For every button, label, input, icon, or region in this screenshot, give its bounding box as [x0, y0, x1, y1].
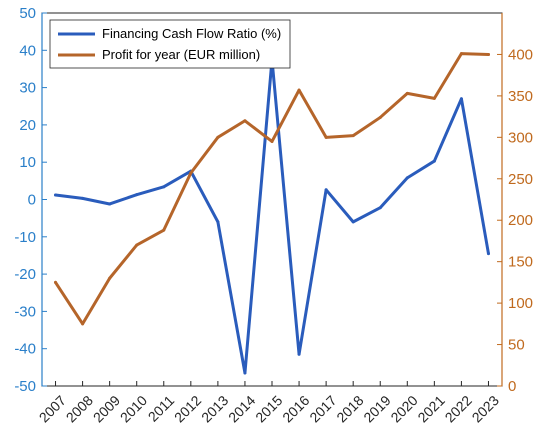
series-2-point — [486, 52, 490, 56]
series-line-2 — [54, 52, 490, 326]
y-right-tick-label: 0 — [508, 378, 516, 395]
y-left-tick-label: 40 — [19, 42, 36, 59]
y-right-tick-label: 100 — [508, 295, 533, 312]
y-left-tick-label: 20 — [19, 117, 36, 134]
y-left-tick-label: 30 — [19, 80, 36, 97]
series-1-point — [135, 193, 139, 197]
x-tick-label: 2021 — [414, 392, 447, 425]
y-right-tick-label: 350 — [508, 88, 533, 105]
y-right-tick-label: 400 — [508, 46, 533, 63]
y-left-tick-label: -40 — [14, 341, 36, 358]
series-1-point — [351, 220, 355, 224]
legend-entry-label: Profit for year (EUR million) — [102, 47, 260, 62]
series-2-point — [432, 96, 436, 100]
x-tick-label: 2020 — [387, 392, 420, 425]
series-2-point — [189, 171, 193, 175]
x-tick-label: 2019 — [360, 392, 393, 425]
y-left-tick-label: -30 — [14, 303, 36, 320]
y-left-tick-label: -50 — [14, 378, 36, 395]
series-1-point — [162, 185, 166, 189]
series-1-point — [324, 188, 328, 192]
series-2-point — [108, 276, 112, 280]
series-2-point — [378, 115, 382, 119]
series-1-point — [378, 206, 382, 210]
series-1-point — [81, 196, 85, 200]
x-tick-label: 2017 — [306, 392, 339, 425]
x-tick-label: 2018 — [333, 392, 366, 425]
y-right-tick-label: 300 — [508, 129, 533, 146]
x-tick-label: 2014 — [225, 392, 258, 425]
y-right-tick-label: 50 — [508, 337, 525, 354]
series-2-point — [135, 243, 139, 247]
x-tick-label: 2010 — [117, 392, 150, 425]
series-2-point — [243, 119, 247, 123]
series-line-1 — [54, 58, 490, 375]
x-tick-label: 2016 — [279, 392, 312, 425]
series-2-point — [270, 139, 274, 143]
y-left-tick-label: 50 — [19, 5, 36, 22]
series-1-point — [54, 193, 58, 197]
series-layer — [54, 52, 490, 375]
series-2-point — [405, 91, 409, 95]
series-2-point — [54, 280, 58, 284]
x-tick-label: 2023 — [469, 392, 502, 425]
series-1-point — [432, 159, 436, 163]
series-2-point — [216, 135, 220, 139]
y-right-tick-label: 200 — [508, 212, 533, 229]
y-left-tick-label: -10 — [14, 229, 36, 246]
y-left-tick-label: 0 — [28, 192, 36, 209]
series-2-point — [351, 134, 355, 138]
y-right-tick-label: 150 — [508, 254, 533, 271]
series-2-point — [162, 228, 166, 232]
series-2-point — [459, 52, 463, 56]
x-tick-label: 2013 — [198, 392, 231, 425]
x-tick-label: 2008 — [63, 392, 96, 425]
series-2-point — [81, 322, 85, 326]
legend: Financing Cash Flow Ratio (%) Profit for … — [49, 19, 291, 69]
x-tick-label: 2012 — [171, 392, 204, 425]
x-tick-label: 2009 — [90, 392, 123, 425]
x-tick-label: 2011 — [145, 392, 178, 425]
series-1-point — [216, 220, 220, 224]
x-tick-label: 2022 — [442, 392, 475, 425]
series-1-point — [108, 202, 112, 206]
series-1-point — [405, 176, 409, 180]
series-1-point — [297, 352, 301, 356]
y-left-tick-label: -20 — [14, 266, 36, 283]
series-1-point — [243, 371, 247, 375]
x-tick-label: 2015 — [252, 392, 285, 425]
series-2-point — [297, 88, 301, 92]
legend-box — [49, 19, 291, 69]
y-right-tick-label: 250 — [508, 171, 533, 188]
y-left-tick-label: 10 — [19, 154, 36, 171]
series-2-point — [324, 135, 328, 139]
x-tick-label: 2007 — [36, 392, 69, 425]
series-1-point — [459, 97, 463, 101]
series-1-point — [486, 252, 490, 256]
legend-entry-label: Financing Cash Flow Ratio (%) — [102, 26, 281, 41]
